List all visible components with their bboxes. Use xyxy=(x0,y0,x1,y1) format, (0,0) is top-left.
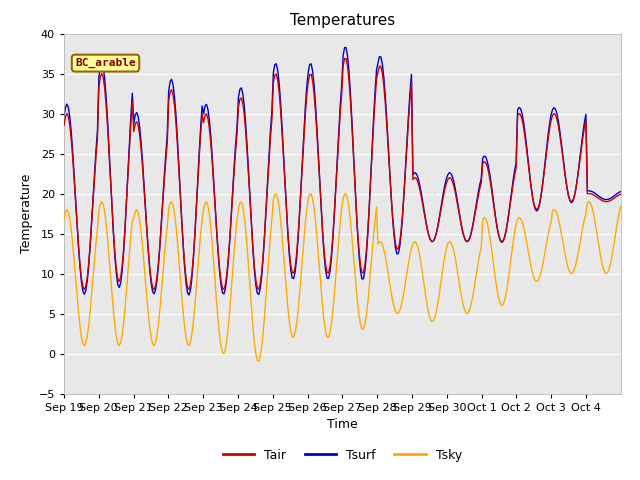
Legend: Tair, Tsurf, Tsky: Tair, Tsurf, Tsky xyxy=(218,444,467,467)
X-axis label: Time: Time xyxy=(327,418,358,431)
Y-axis label: Temperature: Temperature xyxy=(20,174,33,253)
Title: Temperatures: Temperatures xyxy=(290,13,395,28)
Text: BC_arable: BC_arable xyxy=(75,58,136,68)
